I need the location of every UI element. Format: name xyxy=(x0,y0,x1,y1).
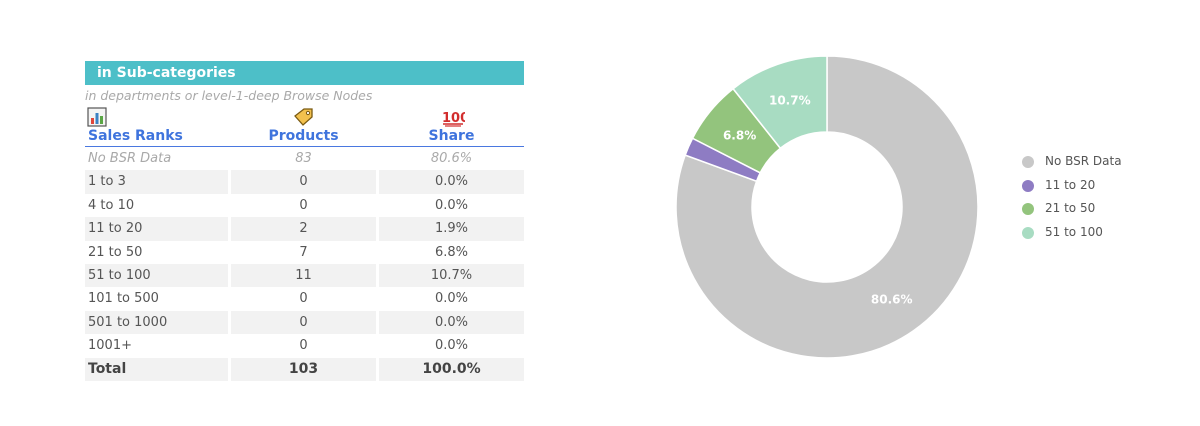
legend-item: 11 to 20 xyxy=(1022,174,1122,198)
table-row: 501 to 1000 0 0.0% xyxy=(85,310,524,335)
table-row: 21 to 50 7 6.8% xyxy=(85,241,524,264)
rank-cell: 21 to 50 xyxy=(88,244,143,260)
legend-label: 51 to 100 xyxy=(1045,224,1103,239)
legend-item: 21 to 50 xyxy=(1022,197,1122,221)
slice-data-label: 80.6% xyxy=(871,293,913,307)
rank-cell: 4 to 10 xyxy=(88,197,135,213)
table-body: No BSR Data 83 80.6% 1 to 3 0 0.0% 4 to 10 0 0.0… xyxy=(85,147,524,358)
rank-cell: 1 to 3 xyxy=(85,170,228,194)
share-cell: 1.9% xyxy=(379,217,524,241)
products-cell: 7 xyxy=(299,244,308,260)
products-cell: 0 xyxy=(231,310,376,335)
svg-text:100: 100 xyxy=(442,111,465,126)
legend-swatch xyxy=(1022,179,1034,192)
products-cell: 2 xyxy=(231,217,376,241)
table-row: 1001+ 0 0.0% xyxy=(85,334,524,357)
legend-item: 51 to 100 xyxy=(1022,221,1122,245)
rank-cell: 101 to 500 xyxy=(88,291,159,307)
share-cell: 6.8% xyxy=(434,244,469,260)
share-cell: 0.0% xyxy=(434,291,469,307)
column-headers: Sales Ranks Products Share xyxy=(85,127,524,147)
table-title: in Sub-categories xyxy=(85,61,524,85)
chart-legend: No BSR Data 11 to 20 21 to 50 51 to 100 xyxy=(1022,150,1122,244)
products-cell: 0 xyxy=(231,170,376,194)
legend-label: 21 to 50 xyxy=(1045,201,1096,216)
price-tag-icon xyxy=(294,108,313,126)
rank-cell: No BSR Data xyxy=(88,151,172,166)
legend-item: No BSR Data xyxy=(1022,150,1122,174)
hundred-points-icon: 100 xyxy=(442,111,465,127)
table-row: 11 to 20 2 1.9% xyxy=(85,217,524,241)
column-icons: 100 xyxy=(85,107,524,127)
header-share: Share xyxy=(428,128,475,144)
legend-swatch xyxy=(1022,156,1034,168)
products-cell: 0 xyxy=(299,338,308,354)
total-products: 103 xyxy=(231,357,376,381)
table-subtitle: in departments or level-1-deep Browse No… xyxy=(85,88,373,103)
table-row: 1 to 3 0 0.0% xyxy=(85,170,524,194)
share-cell: 0.0% xyxy=(379,170,524,194)
rank-cell: 1001+ xyxy=(88,338,132,354)
table-row: 4 to 10 0 0.0% xyxy=(85,194,524,217)
rank-cell: 11 to 20 xyxy=(85,217,228,241)
table-row: 101 to 500 0 0.0% xyxy=(85,287,524,310)
donut-slice xyxy=(732,55,828,150)
legend-label: 11 to 20 xyxy=(1045,177,1096,192)
rank-cell: 51 to 100 xyxy=(85,263,228,288)
slice-data-label: 6.8% xyxy=(723,128,756,142)
products-cell: 0 xyxy=(299,197,308,213)
share-cell: 0.0% xyxy=(434,197,469,213)
total-share: 100.0% xyxy=(379,357,524,381)
legend-swatch xyxy=(1022,226,1034,239)
share-cell: 10.7% xyxy=(379,263,524,288)
products-cell: 83 xyxy=(295,151,312,166)
products-cell: 0 xyxy=(299,291,308,307)
slice-data-label: 10.7% xyxy=(769,93,811,107)
header-products: Products xyxy=(268,128,339,144)
legend-swatch xyxy=(1022,203,1034,216)
share-cell: 0.0% xyxy=(434,338,469,354)
share-cell: 80.6% xyxy=(430,151,473,166)
legend-label: No BSR Data xyxy=(1045,154,1122,168)
sales-rank-table: in Sub-categories in departments or leve… xyxy=(85,61,524,381)
donut-slice xyxy=(675,55,979,359)
rank-cell: 501 to 1000 xyxy=(85,310,228,335)
products-cell: 11 xyxy=(231,263,376,288)
table-total-row: Total 103 100.0% xyxy=(85,357,524,381)
bar-chart-icon xyxy=(87,107,107,127)
total-label: Total xyxy=(85,357,228,381)
header-sales-ranks: Sales Ranks xyxy=(88,128,183,144)
table-row: 51 to 100 11 10.7% xyxy=(85,263,524,288)
table-row: No BSR Data 83 80.6% xyxy=(85,147,524,170)
share-cell: 0.0% xyxy=(379,310,524,335)
